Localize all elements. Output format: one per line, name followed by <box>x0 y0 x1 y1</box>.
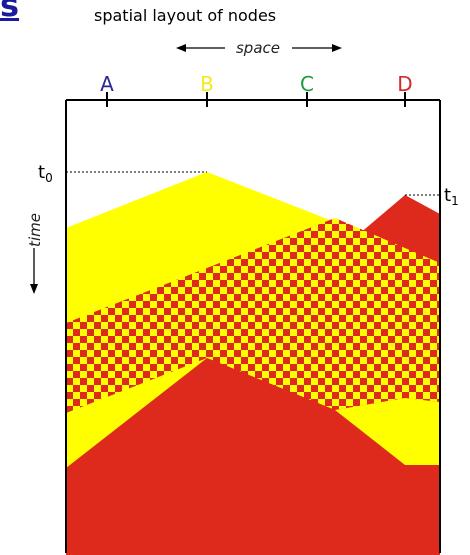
node-a-label: A <box>100 72 114 96</box>
diagram-subtitle: spatial layout of nodes <box>94 6 277 25</box>
time-mark-t1: t1 <box>405 185 459 208</box>
signal-from-d-trailing <box>335 398 440 465</box>
space-axis-arrow: space <box>176 39 342 57</box>
time-axis-label: time <box>26 213 44 247</box>
time-axis-arrow: time <box>26 213 44 294</box>
cut-off-title-fragment: s <box>0 0 20 24</box>
svg-text:t1: t1 <box>444 185 459 208</box>
collision-region <box>66 218 440 413</box>
time-mark-t0: t0 <box>38 162 207 185</box>
node-c-label: C <box>300 72 314 96</box>
node-d-label: D <box>397 72 412 96</box>
svg-text:t0: t0 <box>38 162 53 185</box>
diagram-frame <box>65 92 441 553</box>
signal-from-b-trailing <box>66 358 335 555</box>
node-b-label: B <box>200 72 214 96</box>
space-axis-label: space <box>236 39 280 57</box>
